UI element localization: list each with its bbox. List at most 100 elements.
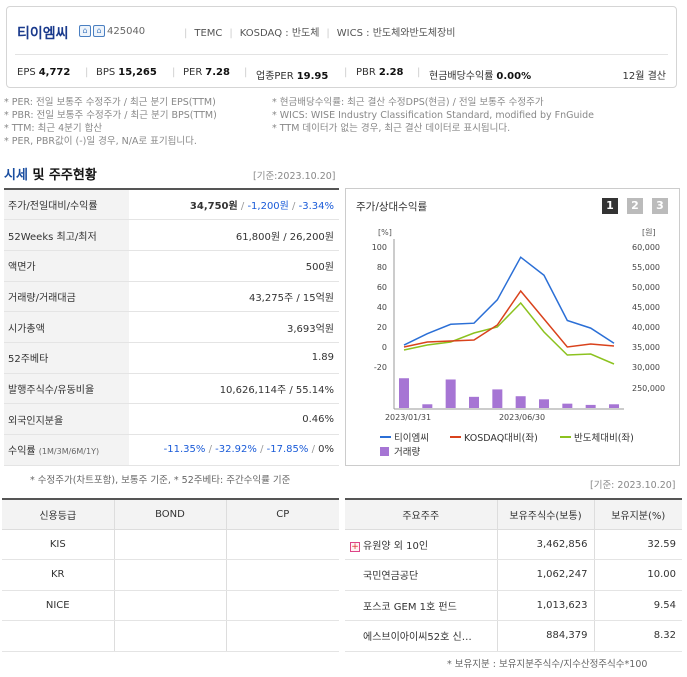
company-header: 티이엠씨 ⌂ ⌂ 425040 | TEMC | KOSDAQ : 반도체 | WICS … xyxy=(6,6,677,88)
price-value: 34,750원 / -1,200원 / -3.34% xyxy=(129,189,339,221)
table-row: KR xyxy=(2,559,339,591)
indicator-per: PER 7.28 xyxy=(183,67,230,78)
volume-bar xyxy=(445,379,456,408)
table-row xyxy=(2,620,339,652)
series-line xyxy=(403,301,615,365)
table-row: 액면가 500원 xyxy=(4,250,339,282)
table-row: 에스브이아이씨52호 신… 884,379 8.32 xyxy=(345,620,682,652)
right-tick-label: 50,000 xyxy=(632,283,660,292)
table-row: 주가/전일대비/수익률 34,750원 / -1,200원 / -3.34% xyxy=(4,189,339,221)
right-tick-label: 30,000 xyxy=(632,363,660,372)
legend-label: 반도체대비(좌) xyxy=(574,433,634,444)
market-footnote: * 수정주가(차트포함), 보통주 기준, * 52주베타: 주간수익률 기준 xyxy=(30,475,291,486)
section-title: 시세 및 주주현황 xyxy=(4,168,97,183)
volume-bar xyxy=(562,403,573,408)
left-tick-label: 0 xyxy=(382,343,387,352)
x-tick-label: 2023/06/30 xyxy=(499,413,545,422)
table-row: 거래량/거래대금 43,275주 / 15억원 xyxy=(4,281,339,313)
right-axis-unit: [원] xyxy=(642,228,656,237)
volume-bar xyxy=(609,404,619,408)
volume-bar xyxy=(399,378,409,408)
table-row: 외국인지분율 0.46% xyxy=(4,403,339,435)
table-row: 국민연금공단 1,062,247 10.00 xyxy=(345,559,682,591)
wics-label: WICS : 반도체와반도체장비 xyxy=(336,28,456,39)
table-header-row: 신용등급 BOND CP xyxy=(2,499,339,530)
eng-name: TEMC xyxy=(194,28,223,39)
note-dividend: * 현금배당수익률: 최근 결산 수정DPS(현금) / 전일 보통주 수정주가 xyxy=(272,97,544,108)
indicator-eps: EPS 4,772 xyxy=(17,67,71,78)
volume-bar xyxy=(469,396,479,408)
chart-page-1-button[interactable]: 1 xyxy=(602,198,618,214)
volume-bar xyxy=(422,404,433,408)
left-tick-label: 20 xyxy=(377,323,387,332)
shareholder-name: 에스브이아이씨52호 신… xyxy=(345,620,497,652)
volume-bar xyxy=(539,399,549,408)
note-per: * PER: 전일 보통주 수정주가 / 최근 분기 EPS(TTM) xyxy=(4,97,216,108)
right-tick-label: 60,000 xyxy=(632,243,660,252)
expand-icon[interactable]: + xyxy=(350,541,360,552)
table-row: KIS xyxy=(2,529,339,560)
series-line xyxy=(403,289,615,348)
shareholders-footnote: * 보유지분 : 보유지분주식수/지수산정주식수*100 xyxy=(447,659,648,670)
left-axis-unit: [%] xyxy=(378,228,392,237)
chart-panel: 주가/상대수익률 1 2 3 [%] [원] 100 80 60 40 20 0 -20 60,0… xyxy=(345,188,680,466)
section-date: [기준:2023.10.20] xyxy=(253,171,336,182)
x-tick-label: 2023/01/31 xyxy=(385,413,431,422)
left-tick-label: -20 xyxy=(374,363,387,372)
note-negative: * PER, PBR값이 (-)일 경우, N/A로 표기됩니다. xyxy=(4,136,197,147)
home-icon[interactable]: ⌂ xyxy=(79,25,91,37)
volume-bar xyxy=(585,404,596,408)
left-tick-label: 40 xyxy=(377,303,387,312)
shareholders-table: 주요주주 보유주식수(보통) 보유지분(%) + 유원양 외 10인 3,462,… xyxy=(345,498,682,652)
right-tick-label: 35,000 xyxy=(632,343,660,352)
volume-tick-label: 250,000 xyxy=(632,384,665,393)
price-chart: [%] [원] 100 80 60 40 20 0 -20 60,000 55,000 50,000 4… xyxy=(372,228,665,458)
table-row: 수익률 (1M/3M/6M/1Y) -11.35% / -32.92% / -1… xyxy=(4,434,339,466)
ir-icon[interactable]: ⌂ xyxy=(93,25,105,37)
table-row: NICE xyxy=(2,590,339,621)
divider xyxy=(15,54,668,55)
left-tick-label: 80 xyxy=(377,263,387,272)
right-tick-label: 40,000 xyxy=(632,323,660,332)
shareholder-name: 포스코 GEM 1호 펀드 xyxy=(345,590,497,621)
company-meta: | TEMC | KOSDAQ : 반도체 | WICS : 반도체와반도체장비 xyxy=(184,28,456,39)
table-header-row: 주요주주 보유주식수(보통) 보유지분(%) xyxy=(345,499,682,530)
note-ttm-none: * TTM 데이터가 없는 경우, 최근 결산 데이터로 표시됩니다. xyxy=(272,123,511,134)
fiscal-month: 12월 결산 xyxy=(622,71,666,82)
legend-label: 거래량 xyxy=(394,446,420,458)
market-label: KOSDAQ : 반도체 xyxy=(239,28,320,39)
table-row: + 유원양 외 10인 3,462,856 32.59 xyxy=(345,529,682,560)
volume-bar xyxy=(492,389,503,408)
table-row: 시가총액 3,693억원 xyxy=(4,311,339,343)
table-row: 52Weeks 최고/최저 61,800원 / 26,200원 xyxy=(4,219,339,251)
table-row: 포스코 GEM 1호 펀드 1,013,623 9.54 xyxy=(345,590,682,621)
notes-left: * PER: 전일 보통주 수정주가 / 최근 분기 EPS(TTM) * PB… xyxy=(4,96,217,148)
chart-page-3-button[interactable]: 3 xyxy=(652,198,668,214)
series-line xyxy=(403,256,615,346)
legend-label: 티이엠씨 xyxy=(394,432,429,444)
stock-code: 425040 xyxy=(107,26,146,37)
right-tick-label: 55,000 xyxy=(632,263,660,272)
chart-title: 주가/상대수익률 xyxy=(356,201,428,213)
market-table: 주가/전일대비/수익률 34,750원 / -1,200원 / -3.34% 5… xyxy=(4,188,339,466)
chart-page-2-button[interactable]: 2 xyxy=(627,198,643,214)
legend-swatch xyxy=(380,447,389,456)
notes-right: * 현금배당수익률: 최근 결산 수정DPS(현금) / 전일 보통주 수정주가… xyxy=(272,96,594,135)
legend-label: KOSDAQ대비(좌) xyxy=(464,433,538,444)
company-name[interactable]: 티이엠씨 xyxy=(17,26,69,42)
indicator-dividend-yield: 현금배당수익률 0.00% xyxy=(429,71,532,82)
right-tick-label: 45,000 xyxy=(632,303,660,312)
left-tick-label: 100 xyxy=(372,243,387,252)
note-wics: * WICS: WISE Industry Classification Sta… xyxy=(272,110,594,121)
shareholders-date: [기준: 2023.10.20] xyxy=(590,480,676,491)
table-row: 52주베타 1.89 xyxy=(4,342,339,374)
indicator-bps: BPS 15,265 xyxy=(96,67,157,78)
left-tick-label: 60 xyxy=(377,283,387,292)
row-label: 수익률 (1M/3M/6M/1Y) xyxy=(4,434,129,466)
credit-table: 신용등급 BOND CP KIS KR NICE xyxy=(2,498,339,652)
row-label: 주가/전일대비/수익률 xyxy=(4,189,129,221)
indicator-pbr: PBR 2.28 xyxy=(356,67,404,78)
volume-bar xyxy=(515,396,526,408)
note-ttm: * TTM: 최근 4분기 합산 xyxy=(4,123,103,134)
indicator-sector-per: 업종PER 19.95 xyxy=(256,71,329,82)
